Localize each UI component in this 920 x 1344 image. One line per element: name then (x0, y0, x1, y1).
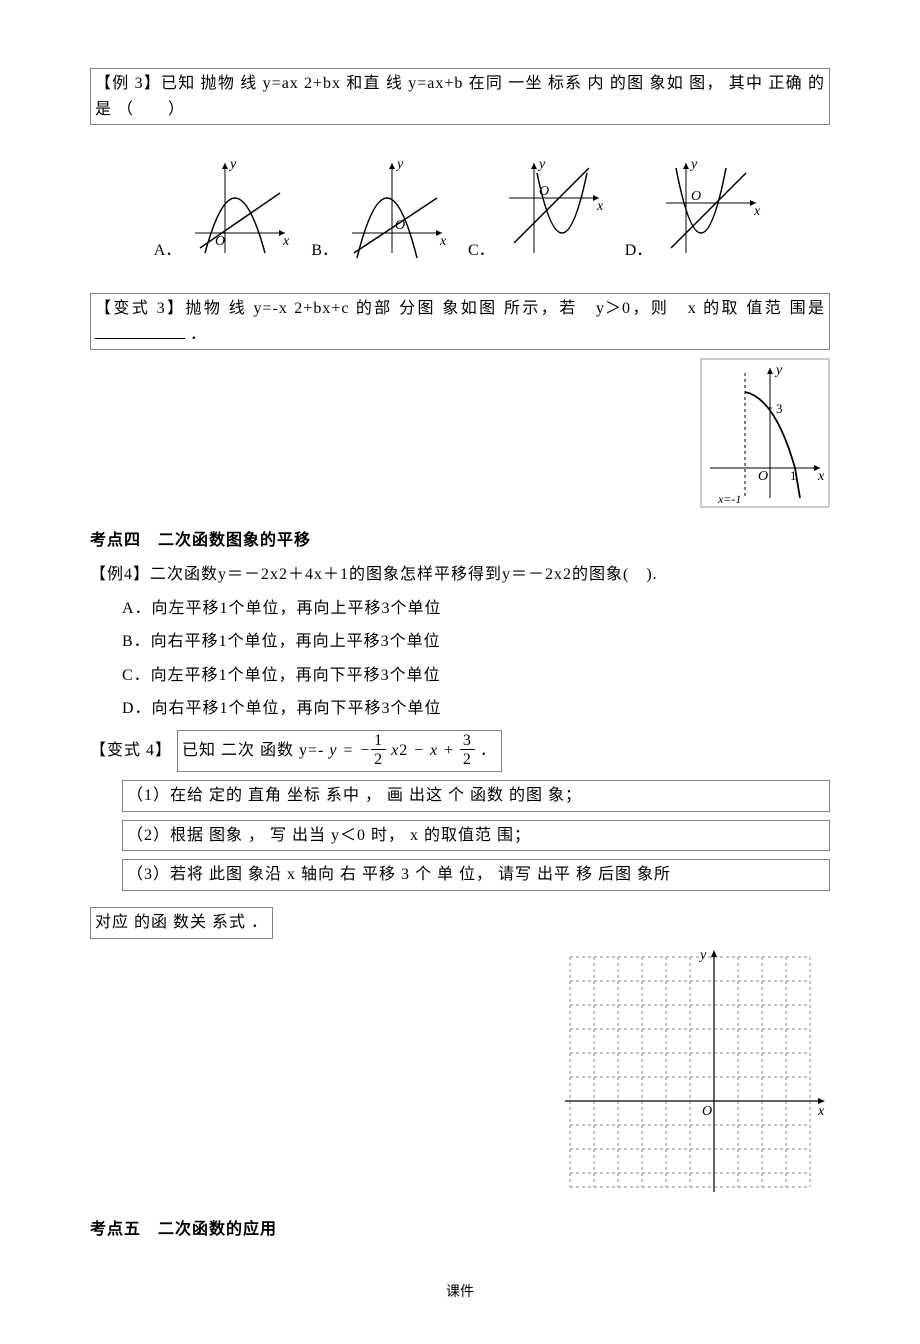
svg-text:O: O (691, 189, 701, 204)
ex4-lead: 【例4】二次函数y＝－2x2＋4x＋1的图象怎样平移得到y＝－2x2的图象( )… (90, 562, 830, 588)
svg-text:x=-1: x=-1 (717, 492, 741, 506)
ex4-opt-b: B．向右平移1个单位，再向上平移3个单位 (122, 629, 830, 655)
choice-d-label: D． (625, 238, 653, 264)
svg-text:y: y (228, 157, 237, 172)
svg-text:y: y (395, 157, 404, 172)
choice-a-graph: y x O (185, 153, 295, 263)
choice-c-graph: y x O (499, 153, 609, 263)
var4-prefix: 【变式 4】 (90, 742, 172, 759)
coord-grid-wrap: y x O (550, 947, 830, 1197)
choice-d: D． y x O (625, 153, 767, 263)
var4-q1: （1）在给 定的 直角 坐标 系中 ， 画 出这 个 函数 的图 象； (122, 780, 830, 812)
var4-q3a: （3）若将 此图 象沿 x 轴向 右 平移 3 个 单 位， 请写 出平 移 后… (122, 859, 830, 891)
choice-d-graph: y x O (656, 153, 766, 263)
variant3-text: 【变式 3】抛物 线 y=-x 2+bx+c 的部 分图 象如图 所示，若 y＞… (90, 293, 830, 350)
coord-grid: y x O (550, 947, 830, 1197)
ex3-choices: A． y x O B． y x O C． (90, 153, 830, 263)
example3-text: 【例 3】已知 抛物 线 y=ax 2+bx 和直 线 y=ax+b 在同 一坐… (90, 68, 830, 125)
var4-q3: （3）若将 此图 象沿 x 轴向 右 平移 3 个 单 位， 请写 出平 移 后… (90, 859, 830, 946)
ex4-opt-c: C．向左平移1个单位，再向下平移3个单位 (122, 663, 830, 689)
ex4-opt-d: D．向右平移1个单位，再向下平移3个单位 (122, 696, 830, 722)
var4-q2: （2）根据 图象 ， 写 出当 y＜0 时， x 的取值范 围； (122, 820, 830, 852)
var3-blank (95, 322, 185, 339)
kp4-title: 考点四 二次函数图象的平移 (90, 528, 830, 554)
svg-text:x: x (439, 234, 447, 249)
svg-text:1: 1 (790, 468, 797, 483)
page-footer: 课件 (90, 1282, 830, 1304)
choice-c-label: C． (468, 238, 495, 264)
svg-text:O: O (702, 1104, 712, 1119)
svg-text:y: y (537, 157, 546, 172)
ex4-opt-a: A．向左平移1个单位，再向上平移3个单位 (122, 596, 830, 622)
svg-text:y: y (774, 363, 783, 378)
var3-period: ． (190, 326, 207, 343)
svg-text:x: x (753, 204, 761, 219)
svg-text:x: x (817, 1104, 825, 1119)
var4-lead: 【变式 4】 已知 二次 函数 y=- y = −12 x2 − x + 32 … (90, 730, 830, 772)
var3-graph-wrap: y x O 3 1 x=-1 (700, 358, 830, 508)
choice-b: B． y x O (311, 153, 452, 263)
kp5-title: 考点五 二次函数的应用 (90, 1217, 830, 1243)
var4-q3b: 对应 的函 数关 系式 ． (90, 907, 273, 939)
svg-text:x: x (817, 469, 825, 484)
choice-c: C． y x O (468, 153, 609, 263)
var4-box: 已知 二次 函数 y=- y = −12 x2 − x + 32 ． (177, 730, 502, 772)
svg-text:x: x (282, 234, 290, 249)
var3-graph: y x O 3 1 x=-1 (700, 358, 830, 508)
svg-text:O: O (758, 469, 768, 484)
var3-content: 【变式 3】抛物 线 y=-x 2+bx+c 的部 分图 象如图 所示，若 y＞… (95, 300, 825, 317)
choice-b-graph: y x O (342, 153, 452, 263)
ex3-content: 【例 3】已知 抛物 线 y=ax 2+bx 和直 线 y=ax+b 在同 一坐… (95, 75, 825, 118)
svg-text:y: y (698, 948, 707, 963)
svg-text:3: 3 (776, 401, 783, 416)
choice-a-label: A． (154, 238, 182, 264)
choice-b-label: B． (311, 238, 338, 264)
svg-text:x: x (596, 199, 604, 214)
choice-a: A． y x O (154, 153, 296, 263)
svg-text:y: y (689, 157, 698, 172)
